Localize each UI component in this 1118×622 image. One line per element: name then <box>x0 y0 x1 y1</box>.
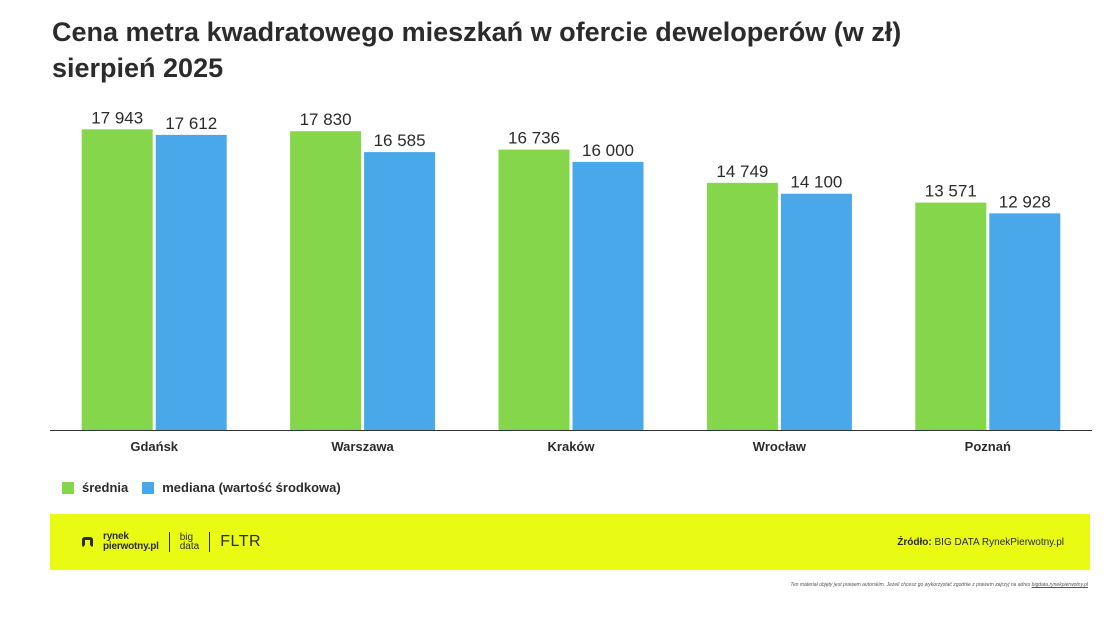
data-label-mediana-kraków: 16 000 <box>582 141 634 160</box>
bigdata-line-1: big <box>179 532 194 543</box>
copyright-disclaimer: Ten materiał objęty jest prawem autorski… <box>790 582 1088 588</box>
source-note: Źródło: BIG DATA RynekPierwotny.pl <box>897 537 1064 548</box>
bar-mediana-warszawa <box>364 152 436 431</box>
bigdata-line-2: data <box>179 541 200 552</box>
source-label: Źródło: <box>897 536 932 548</box>
rynekpierwotny-logo-icon <box>82 536 93 548</box>
bar-srednia-warszawa <box>290 131 362 430</box>
bar-mediana-kraków <box>572 161 644 430</box>
data-label-srednia-kraków: 16 736 <box>508 129 560 148</box>
legend-item-mediana: mediana (wartość środkowa) <box>142 480 341 495</box>
x-tick-label-wrocław: Wrocław <box>753 439 807 454</box>
disclaimer-link[interactable]: bigdata.rynekpierwotny.pl <box>1031 582 1088 588</box>
bar-srednia-wrocław <box>706 182 778 430</box>
bar-mediana-wrocław <box>780 193 852 430</box>
legend-label-srednia: średnia <box>82 480 129 495</box>
brand-logos: rynek pierwotny.pl big data FLTR <box>82 532 261 552</box>
legend-item-srednia: średnia <box>62 480 128 495</box>
legend-label-mediana: mediana (wartość środkowa) <box>162 480 341 495</box>
x-tick-label-gdańsk: Gdańsk <box>130 439 178 454</box>
data-label-mediana-gdańsk: 17 612 <box>165 114 217 133</box>
chart-title: Cena metra kwadratowego mieszkań w oferc… <box>52 14 901 86</box>
bar-mediana-gdańsk <box>155 134 227 430</box>
data-label-mediana-poznań: 12 928 <box>999 192 1051 211</box>
brand-line-1: rynek <box>103 531 129 542</box>
chart-title-line-1: Cena metra kwadratowego mieszkań w oferc… <box>52 17 902 47</box>
bar-srednia-gdańsk <box>81 129 153 431</box>
data-label-srednia-wrocław: 14 749 <box>716 162 768 181</box>
legend-swatch-mediana <box>142 481 155 494</box>
chart-title-line-2: sierpień 2025 <box>52 53 224 83</box>
legend-swatch-srednia <box>62 481 74 494</box>
x-tick-label-poznań: Poznań <box>965 439 1011 454</box>
footer-banner: rynek pierwotny.pl big data FLTR Źródło:… <box>50 514 1090 570</box>
brand-divider <box>209 532 211 552</box>
source-value: BIG DATA RynekPierwotny.pl <box>934 536 1065 548</box>
data-label-srednia-poznań: 13 571 <box>925 182 977 201</box>
brand-divider <box>168 532 170 552</box>
bigdata-logo: big data <box>179 532 200 552</box>
bar-chart: 17 943 17 612 Gdańsk 17 830 16 585 Warszawa 16… <box>50 108 1092 454</box>
disclaimer-text: Ten materiał objęty jest prawem autorski… <box>790 582 1031 588</box>
x-tick-label-kraków: Kraków <box>548 439 596 454</box>
data-label-mediana-wrocław: 14 100 <box>790 173 842 192</box>
bar-srednia-kraków <box>498 149 570 431</box>
brand-line-2: pierwotny.pl <box>103 541 159 552</box>
x-tick-label-warszawa: Warszawa <box>331 439 394 454</box>
chart-legend: średnia mediana (wartość środkowa) <box>62 480 341 495</box>
rynekpierwotny-logo: rynek pierwotny.pl <box>103 532 159 552</box>
data-label-srednia-gdańsk: 17 943 <box>91 108 143 127</box>
data-label-srednia-warszawa: 17 830 <box>300 110 352 129</box>
bar-srednia-poznań <box>915 202 987 430</box>
fltr-logo: FLTR <box>220 533 262 550</box>
data-label-mediana-warszawa: 16 585 <box>374 131 426 150</box>
bar-mediana-poznań <box>989 213 1061 430</box>
